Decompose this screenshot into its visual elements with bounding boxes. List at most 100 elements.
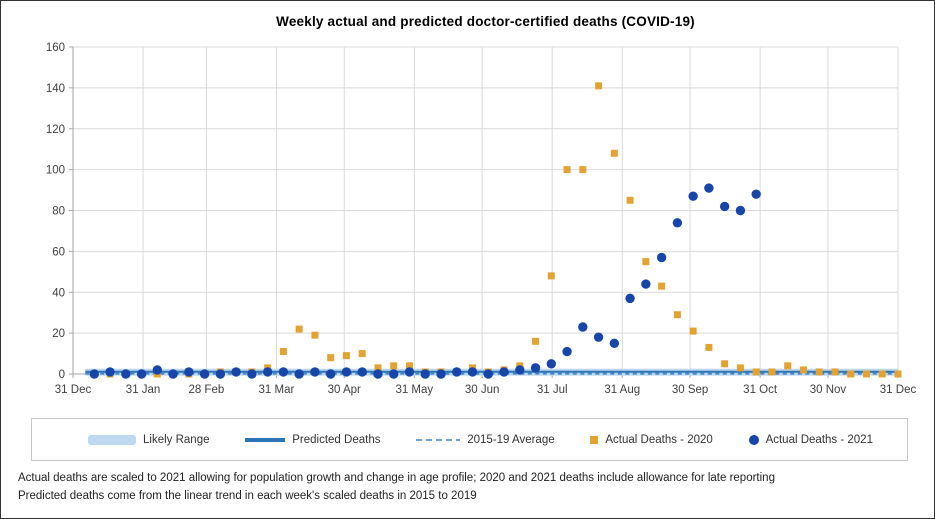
actual-2021-point — [105, 367, 115, 377]
plot-area: 0 20 40 60 80 100 120 140 160 31 Dec 31 Jan 28 Feb 3… — [46, 42, 917, 396]
x-tick-label: 31 Jan — [126, 384, 161, 396]
x-tick-label: 30 Sep — [672, 384, 708, 396]
chart-title: Weekly actual and predicted doctor-certi… — [276, 14, 695, 29]
actual-2021-point — [546, 359, 557, 369]
actual-2020-point — [405, 362, 413, 370]
actual-2021-point — [530, 363, 541, 373]
actual-2021-point — [357, 367, 367, 377]
actual-2021-point — [184, 367, 194, 377]
legend-item-likely-range: Likely Range — [88, 434, 209, 446]
actual-2021-point — [373, 369, 383, 379]
actual-2020-point — [752, 368, 760, 376]
actual-2021-point — [199, 369, 210, 379]
footnote-prediction: Predicted deaths come from the linear tr… — [18, 490, 477, 502]
actual-2021-point — [89, 369, 100, 379]
actual-2021-point — [641, 279, 651, 289]
y-tick-label: 0 — [59, 369, 65, 381]
actual-2020-point — [563, 166, 571, 174]
legend-item-predicted-deaths: Predicted Deaths — [245, 434, 380, 446]
actual-2021-marker-swatch — [748, 434, 759, 445]
actual-2020-point — [862, 370, 870, 378]
actual-2021-point — [562, 346, 572, 357]
actual-2020-point — [878, 370, 886, 378]
actual-2021-point — [751, 189, 761, 199]
x-tick-label: 30 Jun — [465, 384, 500, 396]
actual-2021-point — [499, 367, 509, 377]
likely-range-swatch — [88, 434, 136, 445]
actual-2020-point — [784, 362, 792, 370]
actual-2020-point — [374, 364, 382, 372]
actual-2021-point — [294, 369, 304, 379]
actual-2021-point — [168, 369, 178, 379]
actual-2020-point — [579, 166, 587, 174]
y-tick-label: 160 — [46, 42, 65, 54]
actual-2021-point — [483, 369, 493, 379]
actual-2021-point — [136, 369, 147, 379]
x-tick-label: 31 Oct — [743, 384, 778, 396]
actual-2020-point — [295, 325, 303, 333]
y-tick-label: 80 — [52, 206, 65, 218]
actual-2021-point — [389, 369, 399, 379]
actual-2020-point — [847, 370, 855, 378]
actual-2021-point — [404, 367, 415, 377]
actual-2021-point — [672, 218, 683, 228]
actual-2021-point — [262, 367, 273, 377]
actual-2021-point — [420, 369, 430, 379]
actual-2021-point — [625, 293, 635, 304]
y-tick-label: 120 — [46, 124, 65, 136]
actual-2020-point — [673, 311, 681, 319]
actual-2021-point — [688, 191, 698, 201]
legend-label: Predicted Deaths — [292, 433, 381, 446]
actual-2021-point — [231, 367, 241, 377]
actual-2020-point — [831, 368, 839, 376]
x-tick-label: 31 Jul — [537, 384, 568, 396]
actual-2021-point — [215, 369, 226, 379]
actual-2020-point — [279, 348, 287, 356]
actual-2020-point — [894, 370, 902, 378]
x-tick-label: 31 Aug — [604, 384, 640, 396]
actual-2021-point — [278, 367, 289, 377]
actual-2020-point — [595, 82, 603, 90]
legend: Likely Range Predicted Deaths 2015-19 Av… — [31, 418, 908, 461]
legend-item-actual-2021: Actual Deaths - 2021 — [748, 433, 873, 446]
actual-2021-point — [735, 205, 746, 216]
x-tick-label: 31 May — [395, 384, 433, 396]
actual-2021-point — [341, 367, 352, 377]
actual-2021-point — [719, 201, 730, 212]
actual-2020-point — [689, 327, 697, 335]
actual-2021-point — [152, 365, 163, 375]
actual-2020-point — [342, 352, 350, 360]
actual-2020-point — [815, 368, 823, 376]
actual-2020-point — [311, 331, 319, 339]
actual-2021-point — [247, 369, 257, 379]
actual-2021-point — [515, 365, 525, 375]
actual-2021-point — [593, 332, 604, 342]
legend-label: Actual Deaths - 2020 — [605, 433, 713, 446]
actual-2020-point — [736, 364, 744, 372]
legend-item-average: 2015-19 Average — [416, 434, 555, 446]
x-tick-label: 31 Mar — [259, 384, 295, 396]
average-dashed-swatch — [416, 438, 461, 441]
predicted-line-swatch — [245, 437, 286, 442]
actual-2021-point — [578, 322, 588, 332]
actual-2021-point — [704, 183, 714, 193]
actual-2020-point — [610, 149, 618, 157]
actual-2020-point — [658, 282, 666, 290]
legend-label: Actual Deaths - 2021 — [765, 433, 873, 446]
x-tick-label: 30 Nov — [810, 384, 847, 396]
actual-2020-point — [327, 354, 335, 362]
y-tick-label: 140 — [46, 83, 65, 95]
legend-item-actual-2020: Actual Deaths - 2020 — [590, 433, 713, 446]
actual-2021-point — [436, 369, 446, 379]
y-tick-label: 100 — [46, 165, 65, 177]
actual-2020-point — [626, 196, 634, 204]
y-tick-label: 40 — [52, 287, 65, 299]
actual-2021-point — [325, 369, 336, 379]
x-tick-label: 31 Dec — [55, 384, 92, 396]
actual-2020-point — [532, 337, 540, 345]
actual-2020-point — [705, 343, 713, 351]
actual-2021-point — [656, 252, 667, 263]
actual-2021-point — [121, 369, 131, 379]
actual-2021-point — [310, 367, 320, 377]
